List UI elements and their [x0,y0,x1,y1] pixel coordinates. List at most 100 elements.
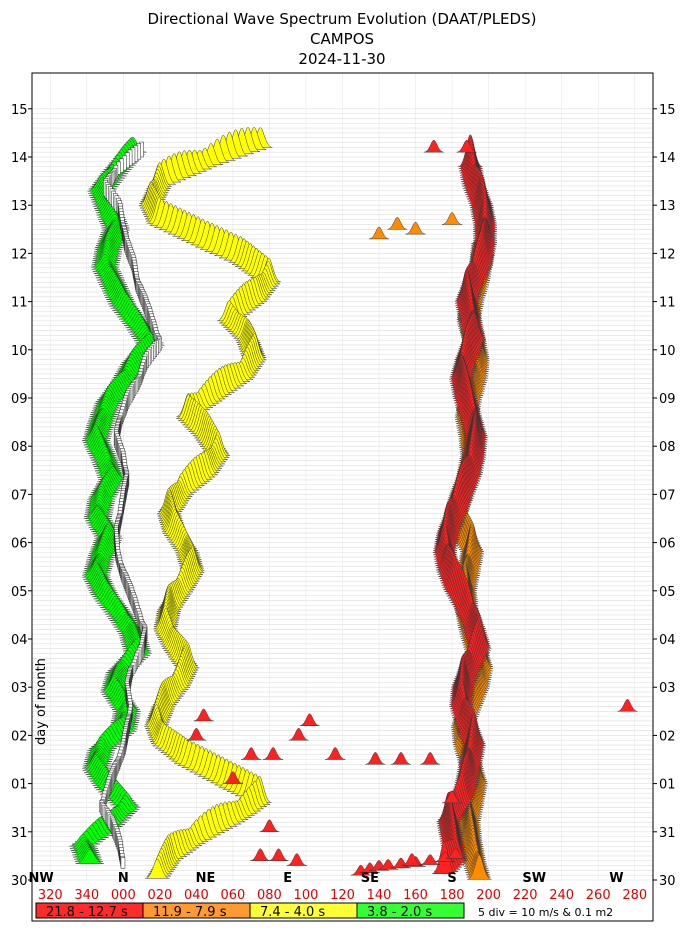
red-spectrum-peak [420,752,441,765]
y-tick-label-right: 31 [659,826,676,841]
y-tick-label-right: 05 [659,585,676,600]
y-tick-label-left: 15 [11,103,28,118]
red-spectrum-peak [378,859,399,870]
red-spectrum-peak [442,790,463,804]
y-tick-label-left: 12 [11,247,28,262]
chart-subtitle: CAMPOS [310,30,374,48]
y-tick-label-left: 13 [11,199,28,214]
y-tick-label-right: 03 [659,681,676,696]
y-tick-label-right: 07 [659,488,676,503]
plot-frame [31,72,654,922]
red-spectrum-peak [241,747,262,760]
y-tick-label-left: 03 [11,681,28,696]
red-spectrum-peak [263,747,284,760]
red-spectrum-peak [456,139,477,153]
legend-swatch [356,902,465,919]
cardinal-label: E [283,871,292,886]
red-spectrum-peak [401,853,422,866]
red-spectrum-peak [259,819,280,833]
y-tick-label-right: 10 [659,344,676,359]
red-spectrum-peak [445,848,466,859]
red-spectrum-peak [617,699,638,712]
degree-tick-label: 140 [367,888,392,903]
y-axis-label: day of month [34,658,49,745]
wind-bar [120,857,126,869]
degree-tick-label: 000 [111,888,136,903]
red-spectrum-peak [222,771,243,784]
red-spectrum-peak [434,851,455,862]
degree-tick-label: 120 [330,888,355,903]
chart-date: 2024-11-30 [298,50,385,68]
red-spectrum-peak [186,727,207,741]
y-tick-label-left: 02 [11,729,28,744]
red-spectrum-peak [268,848,289,861]
orange-spectrum-peak [405,221,426,235]
degree-tick-label: 080 [257,888,282,903]
cardinal-label: W [609,871,623,886]
legend-label: 7.4 - 4.0 s [260,905,325,920]
y-tick-label-left: 10 [11,344,28,359]
degree-tick-label: 200 [476,888,501,903]
y-tick-label-left: 08 [11,440,28,455]
red-spectrum-peak [420,854,441,865]
chart-title: Directional Wave Spectrum Evolution (DAA… [148,10,537,28]
red-spectrum-peak [193,708,214,722]
y-tick-label-right: 01 [659,778,676,793]
degree-tick-label: 020 [147,888,172,903]
degree-tick-label: 220 [513,888,538,903]
y-axis-ticks: 30 30 31 31 01 01 02 02 03 03 04 04 05 05 06 06 07 07 08 08… [11,103,676,889]
red-spectrum-peak [325,747,346,760]
degree-tick-label: 060 [220,888,245,903]
y-tick-label-left: 07 [11,488,28,503]
cardinal-label: NE [196,871,216,886]
red-spectrum-peak [390,752,411,765]
orange-spectrum-peak [467,854,492,880]
red-spectrum-peak [299,713,320,727]
scale-note: 5 div = 10 m/s & 0.1 m2 [478,906,613,919]
degree-tick-label: 280 [622,888,647,903]
red-spectrum-peak [250,848,271,861]
green-spectrum-peak [75,849,104,864]
y-tick-label-right: 12 [659,247,676,262]
y-tick-label-left: 09 [11,392,28,407]
legend: 21.8 - 12.7 s 11.9 - 7.9 s 7.4 - 4.0 s 3.8 … [35,902,465,920]
y-tick-label-right: 14 [659,151,676,166]
legend-label: 21.8 - 12.7 s [46,905,128,920]
spectrum-marks [69,127,638,880]
degree-tick-label: 100 [294,888,319,903]
cardinal-label: S [447,871,456,886]
red-spectrum-peak [423,139,444,153]
y-tick-label-left: 06 [11,537,28,552]
cardinal-label: SE [361,871,379,886]
cardinal-label: NW [29,871,54,886]
y-tick-label-right: 06 [659,537,676,552]
y-tick-label-left: 31 [11,826,28,841]
y-tick-label-left: 11 [11,296,28,311]
degree-tick-label: 340 [74,888,99,903]
y-tick-label-right: 30 [659,874,676,889]
degree-tick-label: 180 [440,888,465,903]
degree-tick-label: 160 [403,888,428,903]
legend-label: 11.9 - 7.9 s [153,905,227,920]
y-tick-label-left: 04 [11,633,28,648]
orange-spectrum-peak [387,217,408,230]
red-spectrum-peak [288,727,309,741]
y-tick-label-right: 09 [659,392,676,407]
red-spectrum-peak [286,853,307,866]
cardinal-label: N [118,871,129,886]
orange-spectrum-peak [442,212,463,225]
degree-tick-label: 240 [549,888,574,903]
cardinal-label: SW [522,871,546,886]
y-tick-label-left: 05 [11,585,28,600]
yellow-spectrum-peak [145,858,170,879]
y-tick-label-right: 11 [659,296,676,311]
degree-tick-label: 040 [184,888,209,903]
degree-tick-label: 260 [586,888,611,903]
y-tick-label-left: 14 [11,151,28,166]
orange-spectrum-peak [368,226,390,240]
degree-tick-label: 320 [38,888,63,903]
y-tick-label-right: 02 [659,729,676,744]
y-tick-label-right: 15 [659,103,676,118]
legend-label: 3.8 - 2.0 s [367,905,432,920]
y-tick-label-right: 04 [659,633,676,648]
